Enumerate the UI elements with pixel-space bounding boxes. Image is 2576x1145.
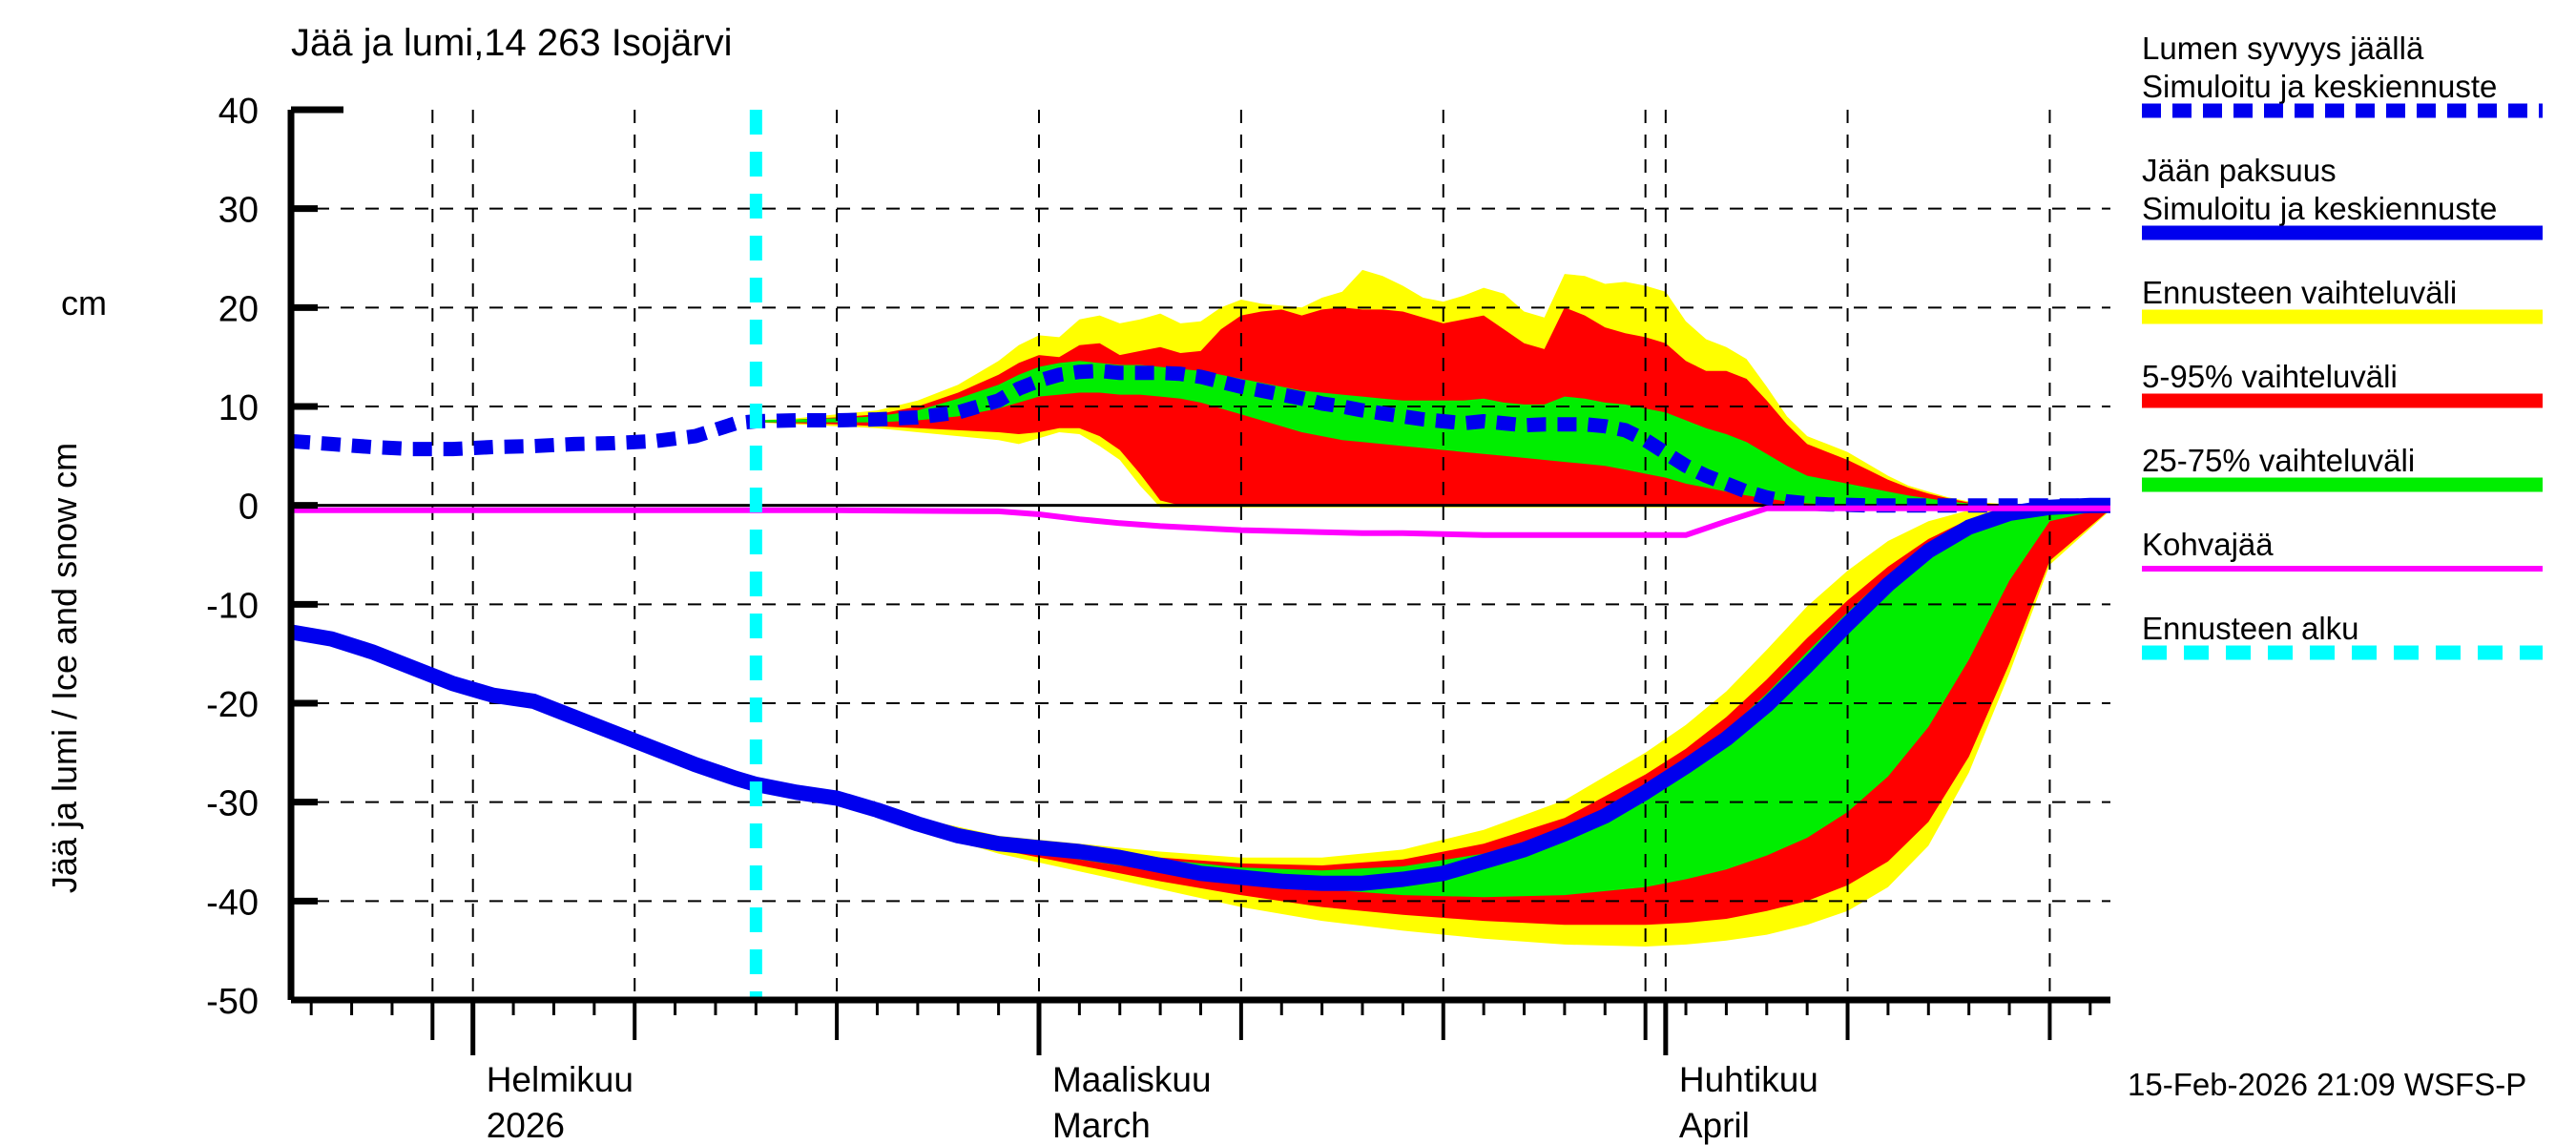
legend-label: Ennusteen vaihteluväli xyxy=(2142,275,2457,310)
series-line xyxy=(291,505,2110,538)
uncertainty-band xyxy=(756,361,2110,506)
legend-label: 25-75% vaihteluväli xyxy=(2142,443,2415,478)
legend-label: Ennusteen alku xyxy=(2142,611,2359,646)
uncertainty-band xyxy=(756,505,2110,898)
y-tick-label: -50 xyxy=(206,982,259,1022)
page-title: Jää ja lumi,14 263 Isojärvi xyxy=(291,22,732,64)
footer-timestamp: 15-Feb-2026 21:09 WSFS-P xyxy=(2128,1067,2526,1102)
data-series xyxy=(289,364,2110,891)
x-month-label-en: 2026 xyxy=(487,1106,565,1145)
legend-label: Kohvajää xyxy=(2142,527,2274,562)
legend-label: Jään paksuus xyxy=(2142,153,2337,188)
y-tick-label: 10 xyxy=(218,388,259,428)
series-line xyxy=(289,497,2110,891)
x-axis-tick-labels: Helmikuu 2026 Maaliskuu March Huhtikuu April xyxy=(470,1000,1818,1145)
legend-label: 5-95% vaihteluväli xyxy=(2142,359,2398,394)
y-axis-unit-label: cm xyxy=(61,283,107,323)
x-month-label-fi: Helmikuu xyxy=(487,1060,634,1099)
x-month-label-en: March xyxy=(1052,1106,1151,1145)
y-axis-tick-labels: 40 30 20 10 0 -10 -20 -30 -40 -50 xyxy=(206,92,259,1022)
legend-sublabel: Simuloitu ja keskiennuste xyxy=(2142,191,2497,226)
series-line xyxy=(290,364,2110,513)
y-tick-label: -40 xyxy=(206,883,259,923)
x-month-label-fi: Maaliskuu xyxy=(1052,1060,1212,1099)
y-tick-label: 20 xyxy=(218,289,259,329)
legend-sublabel: Simuloitu ja keskiennuste xyxy=(2142,69,2497,104)
y-tick-label: -20 xyxy=(206,685,259,725)
legend-label: Lumen syvyys jäällä xyxy=(2142,31,2424,66)
x-month-label-fi: Huhtikuu xyxy=(1679,1060,1818,1099)
y-tick-label: -10 xyxy=(206,586,259,626)
ice-uncertainty-bands xyxy=(756,505,2110,947)
y-axis-label: Jää ja lumi / Ice and snow cm xyxy=(45,443,84,893)
axes xyxy=(287,106,2110,1040)
y-tick-label: 40 xyxy=(218,92,259,132)
y-tick-label: -30 xyxy=(206,784,259,824)
y-tick-label: 30 xyxy=(218,191,259,231)
y-tick-label: 0 xyxy=(239,488,259,528)
x-month-label-en: April xyxy=(1679,1106,1750,1145)
